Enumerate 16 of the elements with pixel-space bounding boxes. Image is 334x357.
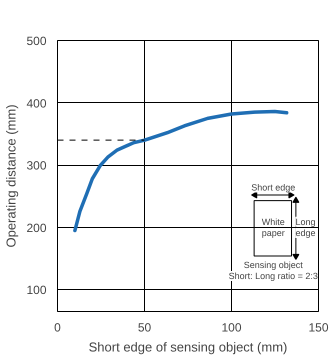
annotation: Sensing object — [244, 260, 304, 270]
annotation: White paper — [262, 216, 285, 238]
x-tick-label: 100 — [221, 320, 242, 334]
y-tick-label: 300 — [26, 158, 47, 173]
y-tick-label: 200 — [26, 220, 47, 235]
x-tick-label: 50 — [138, 320, 152, 334]
x-tick-label: 150 — [308, 320, 329, 334]
y-tick-label: 500 — [26, 34, 47, 48]
y-axis-title: Operating distance (mm) — [3, 104, 18, 248]
y-tick-label: 100 — [26, 283, 47, 298]
y-tick-label: 400 — [26, 96, 47, 110]
annotation: Long edge — [295, 216, 316, 238]
annotation: Short: Long ratio = 2:3 — [228, 270, 318, 281]
x-axis-title: Short edge of sensing object (mm) — [88, 340, 288, 354]
x-tick-label: 0 — [54, 320, 62, 334]
annotation: Short edge — [251, 182, 296, 193]
